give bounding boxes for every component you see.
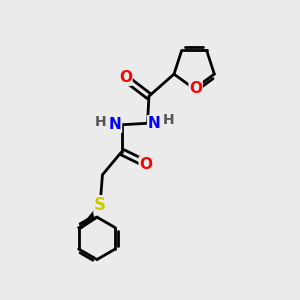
Text: S: S (94, 196, 106, 214)
Text: H: H (94, 115, 106, 129)
Text: O: O (189, 81, 202, 96)
Text: N: N (109, 117, 122, 132)
Text: O: O (139, 157, 152, 172)
Text: O: O (119, 70, 132, 85)
Text: N: N (148, 116, 160, 131)
Text: H: H (163, 113, 175, 127)
